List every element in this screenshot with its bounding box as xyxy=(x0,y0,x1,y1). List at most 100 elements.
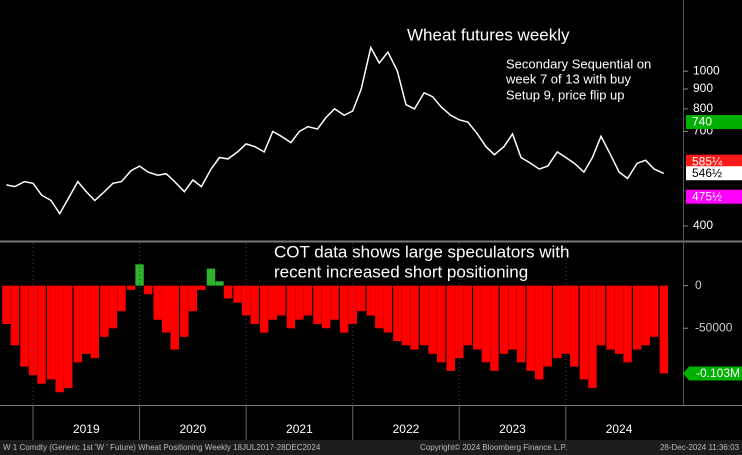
cot-bar xyxy=(143,285,153,295)
cot-bar xyxy=(197,285,206,290)
y-tick-label: 800 xyxy=(693,101,713,115)
cot-bar xyxy=(446,285,455,371)
cot-bar xyxy=(606,285,615,350)
x-tick-label: 2021 xyxy=(286,422,313,436)
cot-bar xyxy=(162,285,171,333)
cot-bar xyxy=(659,285,669,374)
footer-bar xyxy=(0,440,742,455)
cot-bar xyxy=(410,285,419,350)
cot-bar xyxy=(419,285,429,346)
cot-bar xyxy=(490,285,499,371)
panel-title: COT data shows large speculators with xyxy=(274,242,569,261)
cot-bar xyxy=(170,285,179,350)
cot-bar xyxy=(223,285,233,299)
cot-bar xyxy=(260,285,269,333)
end-label-box xyxy=(683,366,742,381)
cot-bar xyxy=(268,285,277,320)
cot-bar xyxy=(623,285,632,363)
cot-bar xyxy=(348,285,357,324)
cot-bar xyxy=(383,285,393,333)
cot-bar xyxy=(286,285,296,329)
x-tick-label: 2022 xyxy=(393,422,420,436)
cot-bar xyxy=(579,285,589,380)
cot-bar xyxy=(188,285,198,312)
footer-right: 28-Dec-2024 11:36:03 xyxy=(660,443,740,452)
price-label-box xyxy=(686,189,742,204)
cot-bar xyxy=(473,285,482,350)
x-tick-label: 2020 xyxy=(180,422,207,436)
cot-bar xyxy=(100,285,109,337)
cot-bar xyxy=(55,285,64,393)
cot-bar xyxy=(303,285,313,316)
price-label: 585¼ xyxy=(692,154,723,168)
cot-bar xyxy=(126,285,136,290)
price-line xyxy=(6,45,665,216)
price-label: 546½ xyxy=(692,166,722,180)
cot-bar xyxy=(553,285,562,359)
cot-bar xyxy=(28,285,38,376)
cot-bar xyxy=(277,285,286,316)
cot-bar xyxy=(375,285,384,329)
cot-bar xyxy=(46,285,56,380)
cot-bar xyxy=(241,285,251,316)
cot-bar xyxy=(206,268,216,286)
cot-bar xyxy=(215,281,224,286)
cot-bar xyxy=(20,285,29,367)
cot-bar xyxy=(650,285,659,337)
cot-bar xyxy=(588,285,597,388)
cot-bar xyxy=(180,285,189,337)
cot-bar xyxy=(2,285,11,324)
cot-bar xyxy=(516,285,526,363)
cot-bar xyxy=(526,285,535,371)
x-tick-label: 2023 xyxy=(499,422,526,436)
price-label: 475½ xyxy=(692,189,722,203)
cot-bar xyxy=(570,285,579,367)
cot-bar xyxy=(321,285,331,329)
cot-bar xyxy=(82,285,91,354)
cot-bar xyxy=(508,285,517,350)
cot-bar xyxy=(313,285,322,324)
cot-bar xyxy=(90,285,100,359)
chart-title: Wheat futures weekly xyxy=(407,25,570,44)
cot-bar xyxy=(356,285,366,312)
cot-bar xyxy=(481,285,491,363)
cot-bar xyxy=(117,285,126,312)
cot-bar xyxy=(401,285,411,346)
cot-bar xyxy=(250,285,259,324)
cot-bar xyxy=(295,285,304,320)
y-tick-label: -50000 xyxy=(695,320,733,334)
price-label-box xyxy=(686,115,742,130)
cot-bar xyxy=(330,285,339,320)
y-tick-label: 0 xyxy=(695,278,702,292)
cot-bar xyxy=(366,285,376,316)
cot-bar xyxy=(534,285,544,380)
cot-bar xyxy=(614,285,624,354)
cot-bar xyxy=(73,285,83,363)
footer-left: W 1 Comdty (Generic 1st 'W ' Future) Whe… xyxy=(3,443,321,452)
cot-bar xyxy=(153,285,162,320)
cot-bar xyxy=(641,285,650,346)
x-tick-label: 2024 xyxy=(606,422,633,436)
price-label-box xyxy=(686,166,742,181)
end-label: -0.103M xyxy=(696,366,740,380)
annotation: week 7 of 13 with buy xyxy=(505,71,632,86)
annotation: Setup 9, price flip up xyxy=(506,87,625,102)
cot-bar xyxy=(393,285,402,342)
cot-bar xyxy=(543,285,552,367)
cot-bar xyxy=(463,285,472,346)
cot-bar xyxy=(135,264,144,286)
annotation: Secondary Sequential on xyxy=(506,56,651,71)
price-label: 740 xyxy=(692,115,712,129)
cot-bar xyxy=(233,285,242,303)
cot-bar xyxy=(339,285,349,333)
y-tick-label: 1000 xyxy=(693,63,720,77)
cot-bar xyxy=(108,285,118,329)
cot-bar xyxy=(428,285,437,354)
cot-bar xyxy=(499,285,509,354)
cot-bar xyxy=(37,285,46,384)
cot-bar xyxy=(455,285,464,359)
x-tick-label: 2019 xyxy=(73,422,100,436)
cot-bar xyxy=(436,285,446,363)
panel-title: recent increased short positioning xyxy=(274,262,528,281)
